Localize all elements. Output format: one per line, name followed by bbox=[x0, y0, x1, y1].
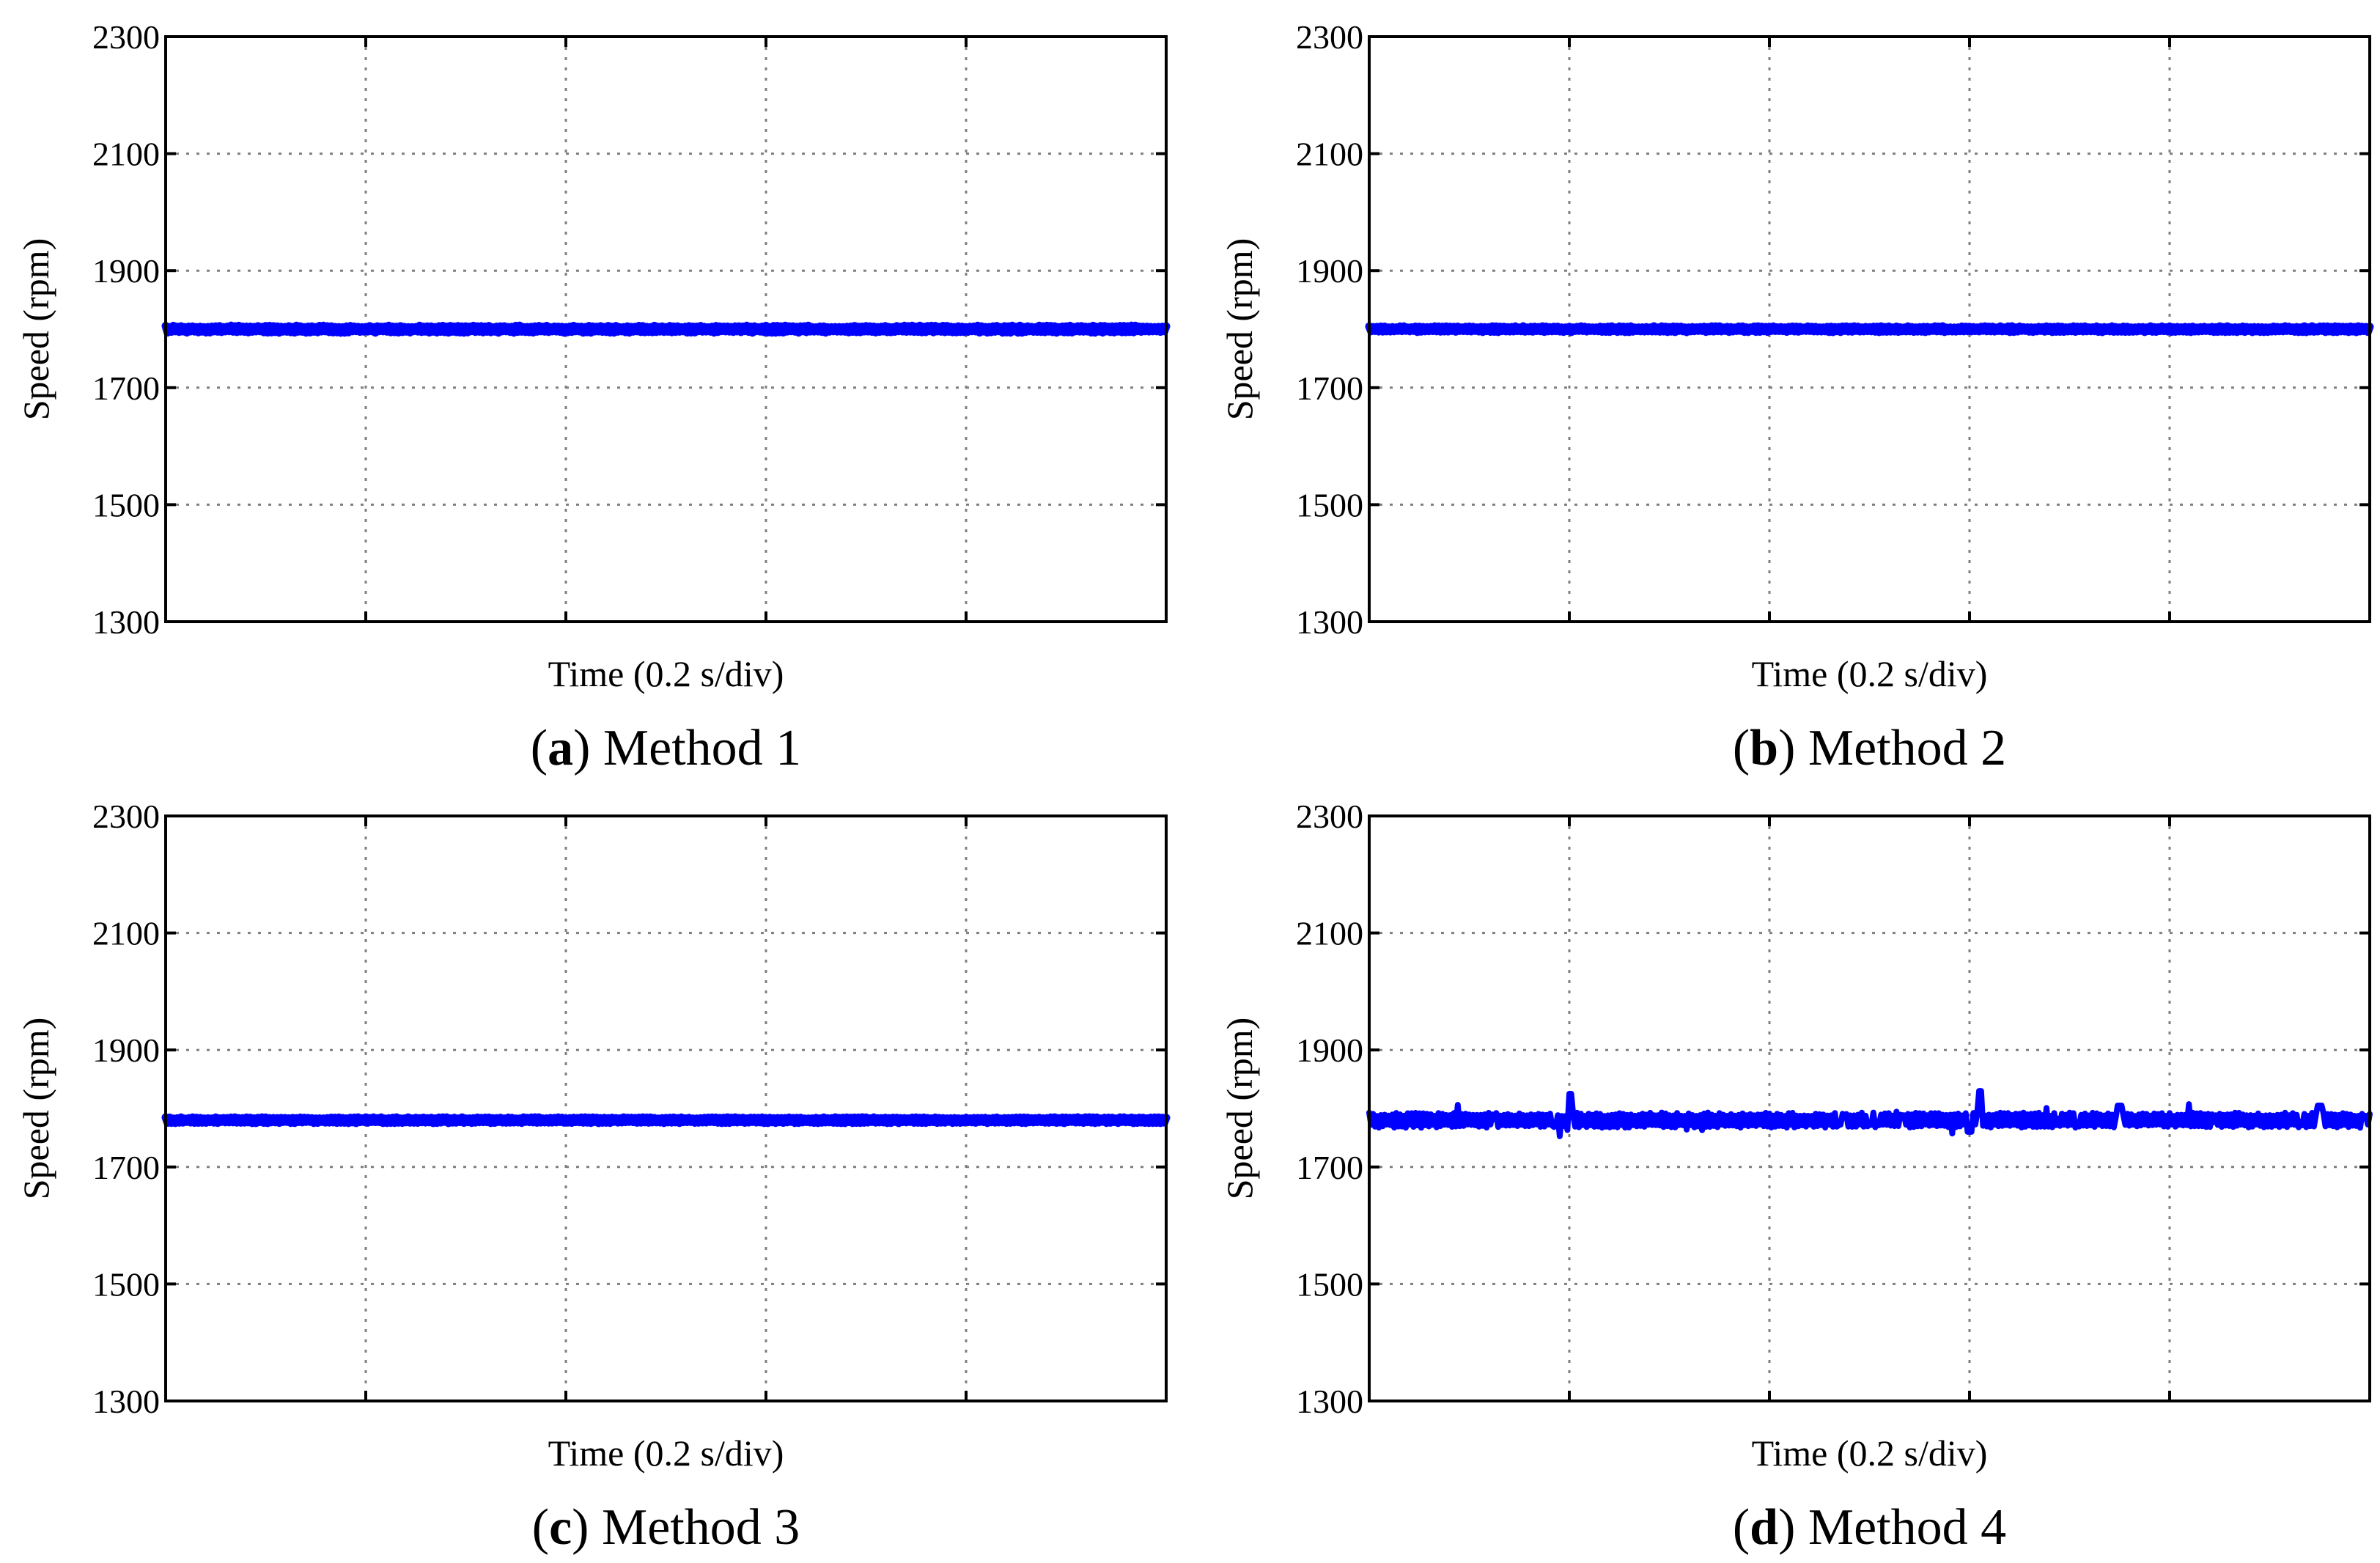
panel-a: 1300 1500 1700 1900 2100 2300 Speed (rpm) Tim… bbox=[15, 18, 1171, 776]
panel-b-ytick-label-1300: 1300 bbox=[1296, 603, 1363, 641]
panel-a-caption-text: Method 1 bbox=[603, 720, 801, 776]
panel-b-caption-text: Method 2 bbox=[1808, 720, 2006, 776]
panel-d-frame bbox=[1368, 814, 2371, 1402]
panel-d-ytick-label-1300: 1300 bbox=[1296, 1383, 1363, 1420]
panel-d-xlabel: Time (0.2 s/div) bbox=[1752, 1433, 1988, 1474]
panel-c-caption-text: Method 3 bbox=[602, 1499, 800, 1556]
panel-b: 1300 1500 1700 1900 2100 2300 Speed (rpm) Tim… bbox=[1219, 18, 2374, 776]
panel-c-caption: (c) Method 3 bbox=[532, 1499, 800, 1556]
panel-a-ticks: 1300 1500 1700 1900 2100 2300 bbox=[92, 18, 1166, 641]
panel-a-ytick-label-2100: 2100 bbox=[92, 136, 160, 173]
panel-b-ytick-label-2100: 2100 bbox=[1296, 136, 1363, 173]
panel-c-ytick-label-2300: 2300 bbox=[92, 798, 160, 835]
panel-a-caption-letter: a bbox=[548, 720, 573, 776]
panel-c-ticks: 1300 1500 1700 1900 2100 2300 bbox=[92, 798, 1166, 1420]
panel-d-speed-line bbox=[1366, 1088, 2373, 1139]
panel-c-ylabel: Speed (rpm) bbox=[15, 1018, 56, 1200]
panel-b-ytick-label-1500: 1500 bbox=[1296, 486, 1363, 523]
panel-a-frame bbox=[164, 35, 1168, 623]
panel-d-ticks: 1300 1500 1700 1900 2100 2300 bbox=[1296, 798, 2370, 1420]
panel-b-ylabel: Speed (rpm) bbox=[1219, 238, 1260, 421]
panel-d-caption-text: Method 4 bbox=[1808, 1499, 2006, 1556]
panel-d-ytick-label-1900: 1900 bbox=[1296, 1031, 1363, 1069]
panel-d: 1300 1500 1700 1900 2100 2300 Speed (rpm) Tim… bbox=[1219, 798, 2373, 1556]
panel-b-ytick-label-1900: 1900 bbox=[1296, 252, 1363, 290]
panel-a-ytick-label-1900: 1900 bbox=[92, 252, 160, 290]
panel-c-ytick-label-1500: 1500 bbox=[92, 1265, 160, 1303]
panel-a-caption: (a) Method 1 bbox=[531, 720, 801, 776]
panel-c: 1300 1500 1700 1900 2100 2300 Speed (rpm) Tim… bbox=[15, 798, 1171, 1556]
panel-a-speed-line bbox=[161, 321, 1171, 337]
panel-d-ytick-label-2300: 2300 bbox=[1296, 798, 1363, 835]
panel-d-caption-letter: d bbox=[1750, 1499, 1778, 1556]
panel-b-caption-letter: b bbox=[1750, 720, 1778, 776]
panel-a-ytick-label-1500: 1500 bbox=[92, 486, 160, 523]
panel-d-ylabel: Speed (rpm) bbox=[1219, 1018, 1260, 1200]
panel-a-ytick-label-1300: 1300 bbox=[92, 603, 160, 641]
panel-c-ytick-label-1700: 1700 bbox=[92, 1149, 160, 1186]
panel-d-caption: (d) Method 4 bbox=[1733, 1499, 2006, 1556]
panel-a-ylabel: Speed (rpm) bbox=[15, 238, 56, 421]
panel-b-ytick-label-1700: 1700 bbox=[1296, 369, 1363, 407]
panel-c-speed-line bbox=[161, 1113, 1171, 1128]
panel-d-ytick-label-1700: 1700 bbox=[1296, 1149, 1363, 1186]
panel-c-caption-letter: c bbox=[549, 1499, 572, 1556]
panel-b-ytick-label-2300: 2300 bbox=[1296, 18, 1363, 56]
panel-d-ytick-label-1500: 1500 bbox=[1296, 1265, 1363, 1303]
panel-a-ytick-label-2300: 2300 bbox=[92, 18, 160, 56]
panel-d-ytick-label-2100: 2100 bbox=[1296, 915, 1363, 952]
panel-a-ytick-label-1700: 1700 bbox=[92, 369, 160, 407]
panel-b-frame bbox=[1368, 35, 2371, 623]
panel-b-ticks: 1300 1500 1700 1900 2100 2300 bbox=[1296, 18, 2370, 641]
panel-b-caption: (b) Method 2 bbox=[1733, 720, 2006, 776]
panel-a-xlabel: Time (0.2 s/div) bbox=[548, 653, 784, 694]
panel-c-ytick-label-1300: 1300 bbox=[92, 1383, 160, 1420]
panel-c-ytick-label-2100: 2100 bbox=[92, 915, 160, 952]
panel-b-speed-line bbox=[1365, 322, 2374, 336]
panel-c-frame bbox=[164, 814, 1168, 1402]
panel-c-xlabel: Time (0.2 s/div) bbox=[548, 1433, 784, 1474]
panel-b-xlabel: Time (0.2 s/div) bbox=[1752, 653, 1988, 694]
panel-c-ytick-label-1900: 1900 bbox=[92, 1031, 160, 1069]
